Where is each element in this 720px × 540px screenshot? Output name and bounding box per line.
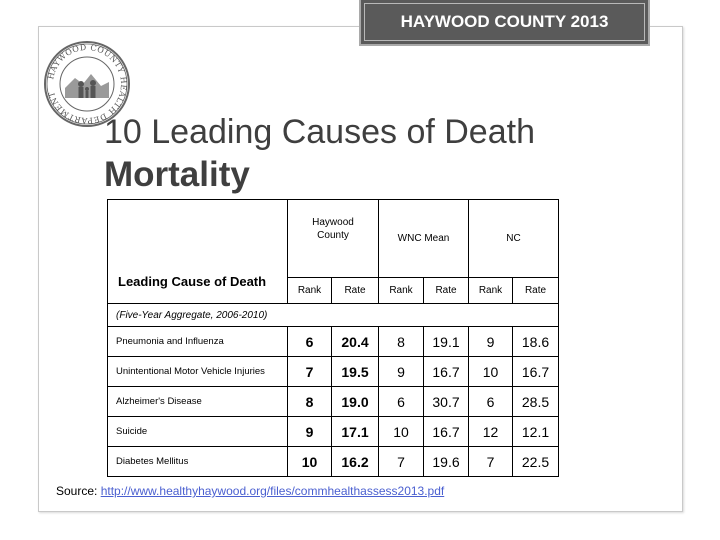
- header-title: HAYWOOD COUNTY 2013: [400, 12, 609, 31]
- table-row: Alzheimer's Disease 8 19.0 6 30.7 6 28.5: [107, 386, 560, 417]
- group-header-haywood: Haywood County: [287, 199, 379, 278]
- wnc-rank: 6: [378, 386, 424, 417]
- wnc-rate: 16.7: [423, 356, 469, 387]
- group-header-wnc: WNC Mean: [378, 199, 469, 278]
- subheader-rank: Rank: [378, 277, 424, 304]
- nc-rank: 12: [468, 416, 513, 447]
- table-note-row: (Five-Year Aggregate, 2006-2010): [106, 303, 560, 327]
- cause-name: Diabetes Mellitus: [107, 446, 288, 477]
- haywood-rank: 6: [287, 326, 332, 357]
- wnc-rate: 16.7: [423, 416, 469, 447]
- haywood-rate: 16.2: [331, 446, 379, 477]
- source-label: Source:: [56, 484, 101, 498]
- haywood-rate: 19.0: [331, 386, 379, 417]
- group-header-nc: NC: [467, 199, 560, 278]
- cause-name: Unintentional Motor Vehicle Injuries: [107, 356, 288, 387]
- nc-rate: 22.5: [511, 446, 560, 477]
- nc-rate: 12.1: [511, 416, 560, 447]
- wnc-rank: 7: [378, 446, 424, 477]
- haywood-rank: 10: [287, 446, 332, 477]
- nc-rate: 28.5: [511, 386, 560, 417]
- cause-name: Suicide: [107, 416, 288, 447]
- slide-title: 10 Leading Causes of Death: [104, 113, 535, 151]
- source-link[interactable]: http://www.healthyhaywood.org/files/comm…: [100, 484, 445, 498]
- health-department-seal-logo: HAYWOOD COUNTY HEALTH DEPARTMENT: [44, 41, 130, 127]
- haywood-rate: 17.1: [331, 416, 379, 447]
- cause-name: Alzheimer's Disease: [107, 386, 288, 417]
- subheader-rate: Rate: [423, 277, 469, 304]
- subheader-rank: Rank: [287, 277, 332, 304]
- haywood-rate: 20.4: [331, 326, 379, 357]
- haywood-rank: 7: [287, 356, 332, 387]
- subheader-rate: Rate: [331, 277, 379, 304]
- header-banner: HAYWOOD COUNTY 2013: [359, 0, 650, 46]
- nc-rank: 10: [468, 356, 513, 387]
- nc-rank: 9: [468, 326, 513, 357]
- nc-rank: 7: [468, 446, 513, 477]
- table-row: Pneumonia and Influenza 6 20.4 8 19.1 9 …: [107, 326, 560, 357]
- haywood-rank: 9: [287, 416, 332, 447]
- wnc-rank: 9: [378, 356, 424, 387]
- cause-column-header: Leading Cause of Death: [107, 199, 288, 304]
- source-citation: Source: http://www.healthyhaywood.org/fi…: [56, 484, 444, 498]
- haywood-rate: 19.5: [331, 356, 379, 387]
- nc-rate: 16.7: [511, 356, 560, 387]
- haywood-rank: 8: [287, 386, 332, 417]
- cause-name: Pneumonia and Influenza: [107, 326, 288, 357]
- aggregate-note: (Five-Year Aggregate, 2006-2010): [106, 303, 560, 327]
- table-header-row: Leading Cause of Death Haywood County WN…: [107, 199, 560, 304]
- wnc-rank: 8: [378, 326, 424, 357]
- nc-rank: 6: [468, 386, 513, 417]
- wnc-rate: 19.6: [423, 446, 469, 477]
- slide-subtitle: Mortality: [104, 155, 250, 194]
- subheader-rank: Rank: [468, 277, 513, 304]
- table-subheader-row: Rank Rate Rank Rate Rank Rate: [108, 277, 560, 304]
- table-row: Suicide 9 17.1 10 16.7 12 12.1: [107, 416, 560, 447]
- causes-of-death-table: Leading Cause of Death Haywood County WN…: [106, 199, 560, 477]
- nc-rate: 18.6: [511, 326, 560, 357]
- wnc-rate: 19.1: [423, 326, 469, 357]
- wnc-rank: 10: [378, 416, 424, 447]
- subheader-rate: Rate: [511, 277, 560, 304]
- table-row: Diabetes Mellitus 10 16.2 7 19.6 7 22.5: [107, 446, 560, 477]
- wnc-rate: 30.7: [423, 386, 469, 417]
- table-row: Unintentional Motor Vehicle Injuries 7 1…: [107, 356, 560, 387]
